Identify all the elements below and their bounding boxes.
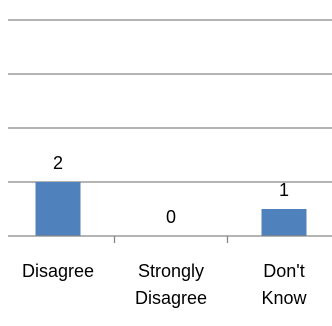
x-axis — [8, 235, 332, 243]
x-tick-label-1-1: Disagree — [135, 288, 207, 308]
data-label-1: 0 — [166, 207, 176, 227]
x-tick-label-2-0: Don't — [263, 261, 304, 281]
x-tick-labels: Disagree Strongly Disagree Don't Know — [22, 261, 308, 308]
gridlines — [8, 19, 332, 183]
data-labels: 2 0 1 — [53, 153, 289, 227]
x-tick-label-2-1: Know — [261, 288, 307, 308]
bar-2 — [261, 209, 307, 236]
data-label-2: 1 — [279, 180, 289, 200]
x-tick-label-0-0: Disagree — [22, 261, 94, 281]
bar-0 — [35, 182, 81, 236]
bars — [35, 182, 307, 236]
x-tick-label-1-0: Strongly — [138, 261, 204, 281]
data-label-0: 2 — [53, 153, 63, 173]
